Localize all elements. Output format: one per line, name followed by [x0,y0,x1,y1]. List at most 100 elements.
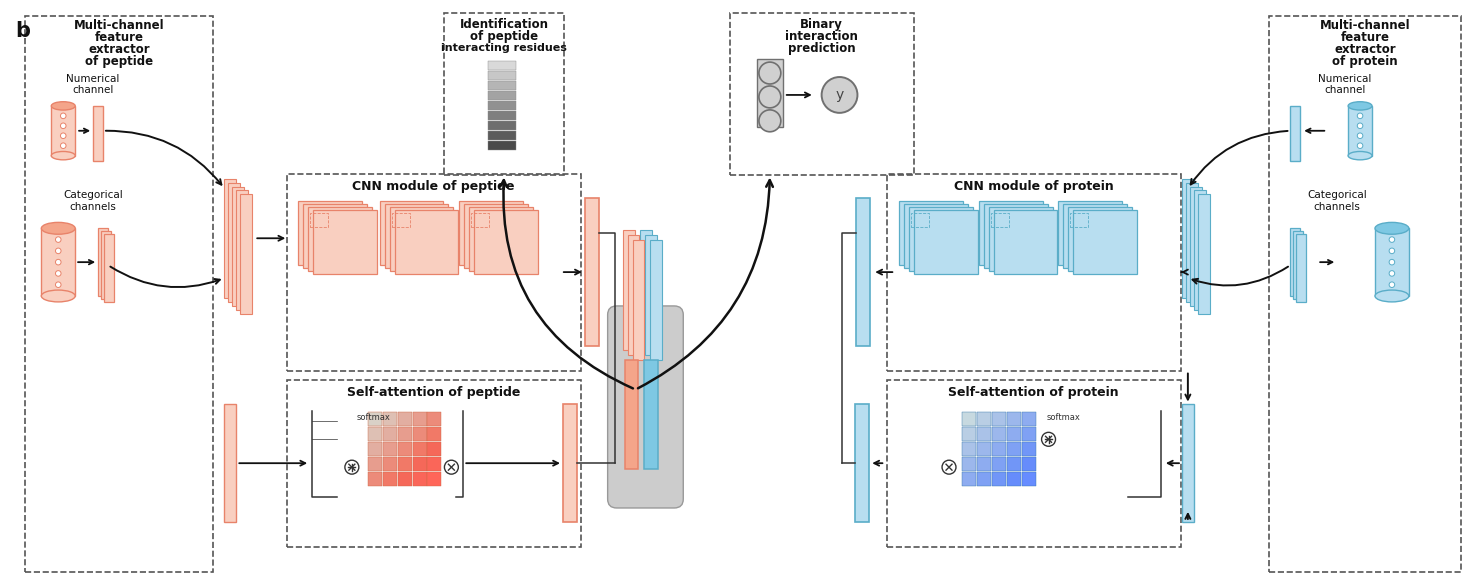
Circle shape [1389,248,1395,254]
Text: CNN module of protein: CNN module of protein [954,180,1113,193]
Bar [1190,186,1202,306]
Text: Binary: Binary [800,18,843,31]
Circle shape [1358,143,1362,148]
Bar [93,106,102,161]
Bar [288,173,580,370]
Bar [984,205,1048,268]
Text: CNN module of peptide: CNN module of peptide [352,180,515,193]
Circle shape [61,113,65,118]
Bar [1006,442,1021,456]
Bar [25,16,212,572]
Bar [1181,179,1193,298]
Bar [224,404,236,522]
Text: softmax: softmax [356,413,390,422]
Circle shape [55,248,61,254]
Bar [991,472,1006,486]
Circle shape [1389,271,1395,276]
Ellipse shape [1347,151,1373,160]
Bar [383,442,396,456]
Bar [1058,202,1122,265]
Ellipse shape [52,102,76,110]
Bar [488,101,516,110]
Circle shape [55,271,61,276]
Bar [488,61,516,70]
Bar [1021,472,1036,486]
Text: channel: channel [73,85,114,95]
Bar [976,457,991,471]
Bar [475,210,539,274]
Bar [730,13,914,175]
Ellipse shape [42,290,76,302]
Text: channel: channel [1324,85,1365,95]
Bar [240,195,252,314]
Bar [991,457,1006,471]
Bar [488,121,516,130]
Text: prediction: prediction [788,42,855,54]
Bar [991,213,1009,227]
Circle shape [1389,260,1395,265]
Bar [1347,106,1373,156]
Text: softmax: softmax [1046,413,1080,422]
Bar [288,380,580,547]
Bar [991,442,1006,456]
Bar [644,360,659,469]
Text: feature: feature [95,30,144,44]
Bar [42,229,76,296]
Bar [994,210,1058,274]
Bar [395,210,459,274]
Text: interacting residues: interacting residues [441,43,567,53]
Circle shape [61,143,65,148]
Bar [52,106,76,156]
Bar [1021,413,1036,427]
Circle shape [55,282,61,288]
Bar [1297,234,1306,302]
Bar [488,141,516,149]
Text: Self-attention of peptide: Self-attention of peptide [347,386,521,399]
Bar [383,413,396,427]
Bar [383,457,396,471]
Bar [887,380,1181,547]
Text: Numerical: Numerical [67,74,120,84]
Bar [1068,207,1132,271]
Ellipse shape [1376,290,1408,302]
Bar [488,71,516,80]
Bar [910,207,974,271]
Bar [1021,427,1036,441]
Circle shape [61,123,65,128]
Circle shape [444,460,459,474]
Bar [383,472,396,486]
Bar [488,131,516,139]
Bar [641,230,653,350]
Bar [1006,427,1021,441]
Bar [390,207,454,271]
Bar [962,472,976,486]
Text: Multi-channel: Multi-channel [74,19,165,32]
Bar [368,413,381,427]
Text: channels: channels [70,202,117,212]
Bar [469,207,533,271]
Text: extractor: extractor [1334,43,1396,56]
Text: extractor: extractor [88,43,150,56]
Bar [1021,457,1036,471]
Bar [1186,182,1198,302]
Bar [229,182,240,302]
Circle shape [1389,237,1395,243]
Bar [413,442,426,456]
Bar [976,427,991,441]
Bar [979,202,1043,265]
Bar [991,427,1006,441]
Text: y: y [835,88,844,102]
Circle shape [1358,123,1362,128]
Circle shape [1389,282,1395,288]
FancyBboxPatch shape [607,306,683,508]
Bar [392,213,410,227]
Bar [887,173,1181,370]
Bar [427,457,441,471]
Bar [444,13,564,175]
Bar [236,190,248,310]
Bar [562,404,577,522]
Bar [427,472,441,486]
Text: Categorical: Categorical [64,190,123,200]
Circle shape [942,460,956,474]
Text: Categorical: Categorical [1307,190,1367,200]
